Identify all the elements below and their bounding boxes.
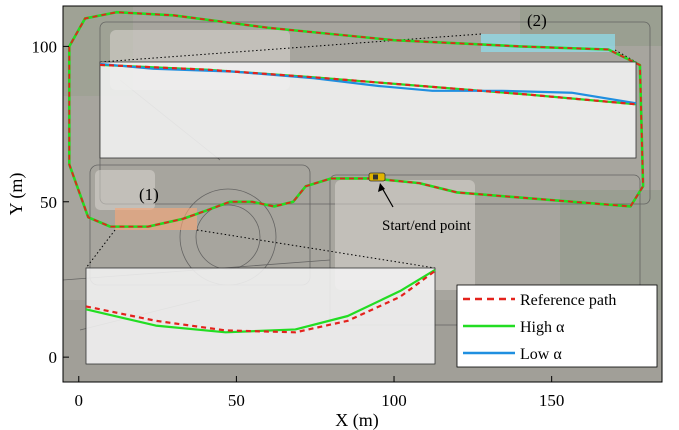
zoom-series-line — [85, 268, 436, 334]
zoom-label-1: (1) — [139, 185, 159, 204]
legend-label-low: Low α — [520, 346, 562, 363]
start-end-label: Start/end point — [382, 218, 472, 234]
track-line-reference — [68, 11, 644, 228]
zoom-region-1 — [115, 208, 197, 230]
zoom-connector-1b — [196, 229, 436, 269]
y-tick-label: 100 — [32, 37, 58, 56]
zoom-panel-frame — [99, 61, 637, 159]
zoom-panel-1 — [85, 267, 436, 365]
zoom-series-line — [99, 62, 637, 105]
zoom-label-2: (2) — [527, 11, 547, 30]
legend: Reference path High α Low α — [456, 284, 658, 368]
vehicle-icon — [368, 172, 386, 182]
x-tick-label: 50 — [228, 391, 245, 410]
start-end-arrowhead — [378, 183, 385, 192]
zoom-panel-frame — [85, 267, 436, 365]
x-tick-label: 150 — [539, 391, 565, 410]
legend-label-reference: Reference path — [520, 292, 616, 309]
zoom-series-line — [85, 269, 436, 334]
legend-label-high: High α — [520, 319, 565, 336]
y-tick-label: 50 — [40, 193, 57, 212]
y-axis-label: Y (m) — [6, 173, 27, 216]
plot-frame — [62, 5, 663, 383]
y-tick-label: 0 — [49, 348, 58, 367]
zoom-series-line — [99, 63, 637, 106]
x-tick-label: 100 — [381, 391, 407, 410]
zoom-regions — [85, 33, 637, 269]
zoom-panel-2 — [99, 61, 637, 159]
x-axis-label: X (m) — [335, 410, 379, 430]
axis-ticks: 0 50 100 150 0 50 100 — [32, 37, 565, 410]
x-tick-label: 0 — [75, 391, 84, 410]
reference-path-track — [68, 10, 645, 228]
